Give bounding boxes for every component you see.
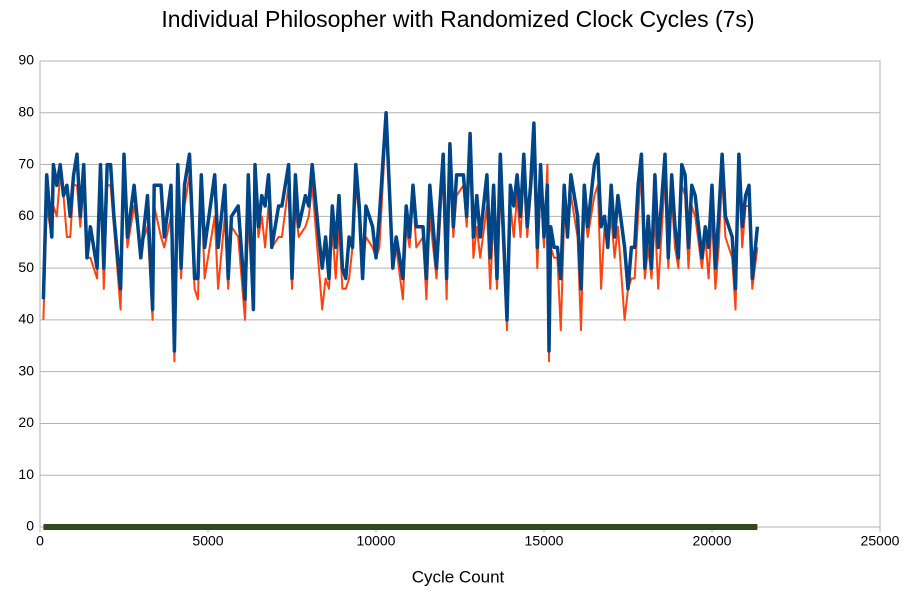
x-tick-label: 10000 xyxy=(357,533,396,549)
x-tick-label: 5000 xyxy=(192,533,223,549)
y-tick-label: 70 xyxy=(18,155,34,171)
x-tick-label: 15000 xyxy=(525,533,564,549)
x-tick-label: 25000 xyxy=(861,533,900,549)
x-tick-label: 0 xyxy=(36,533,44,549)
y-tick-label: 20 xyxy=(18,414,34,430)
y-tick-label: 10 xyxy=(18,466,34,482)
chart-title: Individual Philosopher with Randomized C… xyxy=(161,6,754,32)
y-tick-label: 60 xyxy=(18,207,34,223)
y-tick-label: 90 xyxy=(18,52,34,68)
y-tick-label: 80 xyxy=(18,103,34,119)
y-tick-label: 0 xyxy=(26,518,34,534)
y-tick-label: 30 xyxy=(18,362,34,378)
y-tick-label: 40 xyxy=(18,311,34,327)
data-line xyxy=(41,111,760,353)
y-tick-label: 50 xyxy=(18,259,34,275)
x-axis-title: Cycle Count xyxy=(412,567,505,586)
x-tick-label: 20000 xyxy=(693,533,732,549)
plot-frame xyxy=(39,60,881,528)
